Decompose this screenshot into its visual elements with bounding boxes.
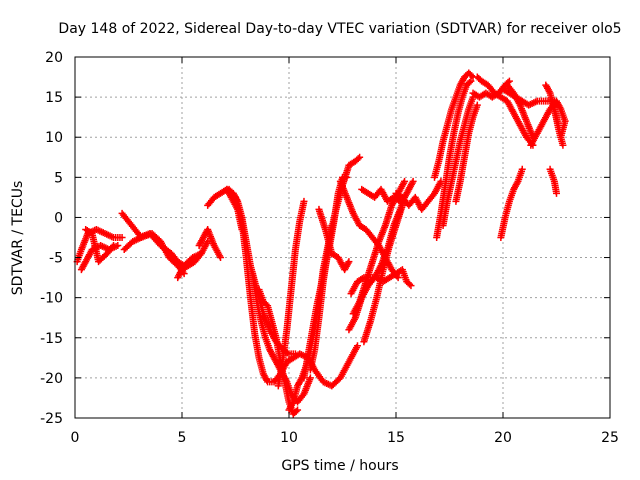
x-tick-label: 10 — [280, 430, 298, 446]
data-point — [300, 197, 308, 205]
data-point — [306, 374, 314, 382]
data-point — [328, 221, 336, 229]
x-tick-label: 20 — [494, 430, 512, 446]
series-track-38 — [546, 165, 560, 197]
series-track-28 — [439, 93, 477, 229]
data-point — [345, 258, 353, 266]
y-tick-label: -25 — [40, 411, 63, 427]
data-point — [401, 177, 409, 185]
data-point — [465, 78, 473, 86]
data-point — [292, 407, 300, 415]
data-point — [118, 234, 126, 241]
x-tick-label: 15 — [387, 430, 405, 446]
series-track-34 — [497, 165, 526, 241]
y-tick-label: -15 — [40, 331, 63, 347]
y-tick-label: -20 — [40, 371, 63, 387]
plot-frame — [74, 56, 611, 419]
y-tick-label: -5 — [49, 251, 63, 267]
data-point — [561, 117, 569, 125]
data-point — [398, 201, 406, 209]
series-track-37 — [548, 97, 569, 141]
data-layer — [73, 69, 569, 418]
data-point — [409, 177, 417, 185]
y-axis-label: SDTVAR / TECUs — [10, 181, 26, 296]
y-tick-label: 20 — [45, 50, 63, 66]
series-track-29 — [452, 101, 481, 205]
series-track-35 — [527, 97, 569, 149]
x-axis-label: GPS time / hours — [281, 458, 398, 474]
data-point — [473, 101, 481, 109]
y-tick-label: -10 — [40, 291, 63, 307]
data-point — [406, 280, 414, 288]
data-point — [294, 406, 302, 414]
series-track-25 — [392, 177, 445, 213]
y-tick-label: 10 — [45, 130, 63, 146]
data-point — [217, 254, 225, 262]
data-point — [354, 155, 362, 163]
series-track-08 — [195, 225, 225, 262]
data-point — [110, 242, 118, 250]
data-point — [353, 342, 361, 350]
x-tick-label: 5 — [178, 430, 187, 446]
x-tick-label: 25 — [601, 430, 619, 446]
data-point — [553, 189, 560, 197]
chart-title: Day 148 of 2022, Sidereal Day-to-day VTE… — [58, 21, 621, 37]
series-track-27 — [433, 77, 475, 241]
y-tick-label: 0 — [54, 210, 63, 226]
series-track-33 — [503, 81, 537, 141]
data-point — [356, 153, 364, 161]
data-point — [343, 173, 351, 181]
data-point — [407, 282, 415, 290]
y-tick-label: 5 — [54, 170, 63, 186]
series-track-03 — [82, 225, 118, 266]
series-track-18 — [306, 221, 336, 374]
data-point — [559, 141, 567, 149]
series-track-07 — [174, 238, 212, 282]
x-tick-label: 0 — [71, 430, 80, 446]
data-point — [467, 77, 475, 85]
series-track-26 — [431, 69, 477, 181]
tick-layer: 0 5 10 15 20 25 -25 -20 -15 -10 -5 0 5 10 15 20 — [40, 50, 619, 446]
series-track-14 — [274, 197, 308, 390]
data-point — [518, 165, 526, 173]
data-point — [505, 77, 513, 85]
y-tick-label: 15 — [45, 90, 63, 106]
series-track-23 — [360, 201, 406, 346]
